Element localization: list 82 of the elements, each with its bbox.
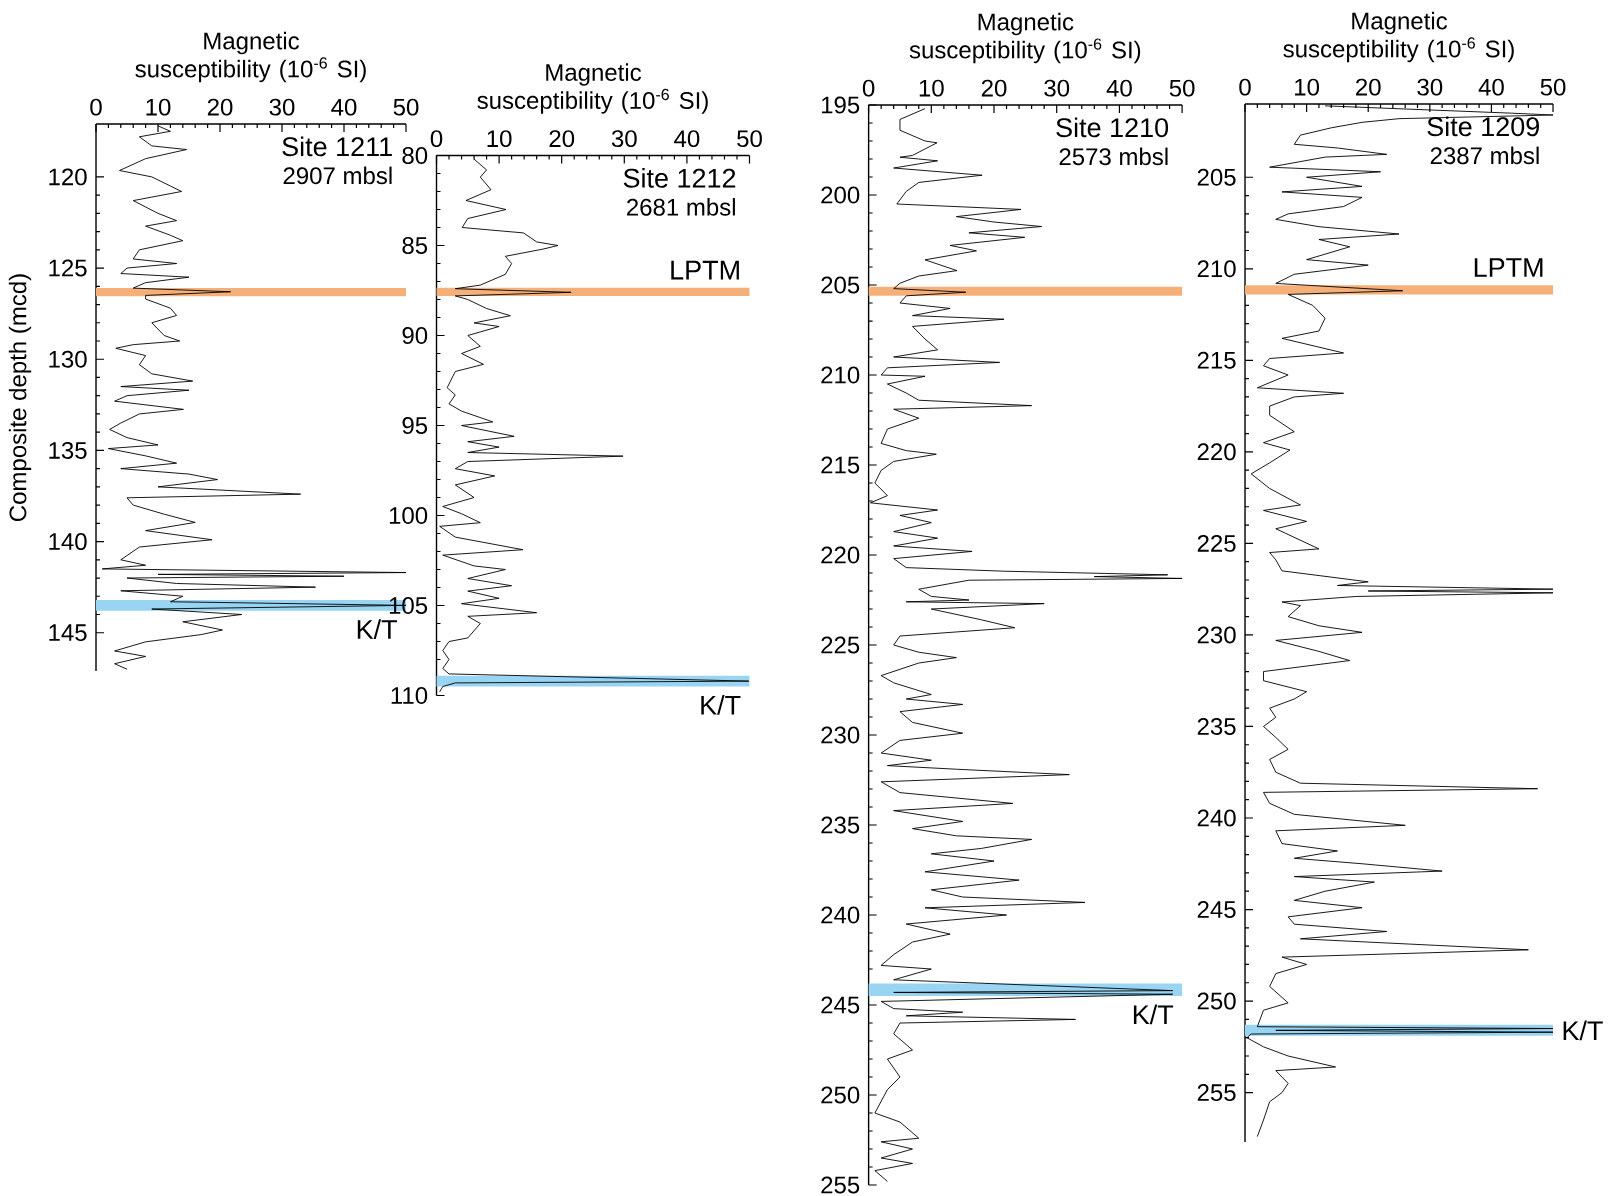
chart-title: Site 1209 [1427,116,1539,137]
y-tick-label: 125 [49,259,87,277]
y-tick-label: 210 [821,366,860,384]
x-tick-label: 50 [393,98,419,116]
y-tick-label: 215 [821,456,860,474]
y-tick-label: 140 [49,533,87,551]
y-tick-label: 230 [1197,626,1236,644]
y-tick-label: 250 [1197,992,1236,1010]
chart-title: Site 1212 [623,167,736,188]
y-tick-label: 240 [1197,809,1236,827]
x-tick-label: 40 [674,130,700,148]
y-tick-label: 230 [821,726,860,744]
y-tick-label: 215 [1197,351,1236,369]
text: 2387 mbsl [1430,146,1539,165]
y-axis-title: Composite depth (mcd) [8,274,32,522]
y-tick-label: 220 [1197,443,1236,461]
line-series [870,108,1183,1182]
chart-title: Site 1211 [282,136,392,157]
line-series [439,158,750,693]
y-tick-label: 80 [402,147,428,164]
text: 2573 mbsl [1059,147,1168,166]
y-tick-label: 235 [821,816,860,834]
x-axis-title: Magnetic susceptibility (10$^{-6}$ SI) [909,12,1141,64]
x-tick-label: 20 [549,130,575,148]
y-tick-label: 255 [821,1176,860,1194]
text: 2907 mbsl [283,166,392,185]
x-tick-label: 30 [1044,79,1070,97]
x-tick-label: 30 [269,98,295,116]
x-tick-label: 40 [1478,78,1504,96]
x-tick-label: 50 [1540,78,1566,96]
x-tick-label: 20 [1356,78,1381,96]
y-tick-label: 205 [821,276,860,294]
y-tick-label: 235 [1197,717,1236,735]
y-tick-label: 200 [821,186,860,204]
y-tick-label: 120 [49,168,87,186]
x-axis-title: Magnetic susceptibility (10$^{-6}$ SI) [477,63,708,114]
y-tick-label: 210 [1197,260,1236,278]
y-tick-label: 135 [49,441,87,459]
band-label: LPTM [671,260,739,280]
x-tick-label: 20 [207,98,233,116]
y-tick-label: 220 [821,546,860,564]
y-tick-label: 225 [821,636,860,654]
x-tick-label: 0 [862,79,875,97]
band-label: K/T [1563,1020,1603,1041]
x-tick-label: 50 [1169,79,1195,97]
y-tick-label: 105 [389,597,428,614]
x-tick-label: 40 [331,98,357,116]
y-tick-label: 255 [1197,1084,1236,1102]
text: 2681 mbsl [627,198,735,216]
x-tick-label: 30 [1417,78,1443,96]
y-tick-label: 90 [402,327,428,344]
y-tick-label: 195 [821,96,860,114]
x-tick-label: 10 [1295,78,1320,96]
y-tick-label: 85 [402,237,428,254]
x-tick-label: 30 [611,130,637,148]
x-tick-label: 10 [487,130,512,148]
x-tick-label: 20 [981,79,1007,97]
x-tick-label: 10 [146,98,171,116]
band-label: K/T [701,694,741,715]
x-tick-label: 40 [1106,79,1132,97]
band-label: K/T [357,619,397,640]
y-tick-label: 250 [821,1086,860,1104]
x-tick-label: 10 [919,79,944,97]
y-tick-label: 100 [389,507,428,524]
x-tick-label: 0 [430,130,443,148]
y-tick-label: 225 [1197,534,1236,552]
x-tick-label: 0 [1239,78,1251,96]
y-tick-label: 205 [1197,168,1236,186]
x-tick-label: 0 [90,98,102,116]
x-tick-label: 50 [737,130,762,148]
band-label: LPTM [1474,258,1543,277]
x-axis-title: Magnetic susceptibility (10$^{-6}$ SI) [135,31,366,83]
y-tick-label: 145 [49,624,87,642]
y-tick-label: 130 [49,350,87,368]
y-tick-label: 240 [821,906,860,924]
band-label: K/T [1133,1004,1174,1025]
y-tick-label: 245 [1197,901,1236,919]
x-axis-title: Magnetic susceptibility (10$^{-6}$ SI) [1283,11,1514,63]
chart-title: Site 1210 [1056,117,1169,138]
y-tick-label: 110 [391,687,428,704]
y-tick-label: 245 [821,996,860,1014]
y-tick-label: 95 [402,417,428,434]
